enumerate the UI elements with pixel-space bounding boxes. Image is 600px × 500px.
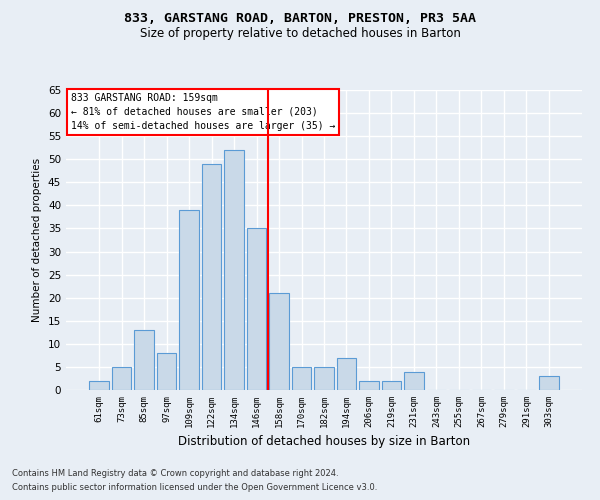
Bar — [539, 376, 559, 390]
Text: Contains public sector information licensed under the Open Government Licence v3: Contains public sector information licen… — [12, 484, 377, 492]
Bar — [314, 367, 334, 390]
X-axis label: Distribution of detached houses by size in Barton: Distribution of detached houses by size … — [178, 436, 470, 448]
Bar — [224, 150, 244, 390]
Text: Size of property relative to detached houses in Barton: Size of property relative to detached ho… — [140, 28, 460, 40]
Bar — [179, 210, 199, 390]
Bar — [202, 164, 221, 390]
Bar — [269, 293, 289, 390]
Y-axis label: Number of detached properties: Number of detached properties — [32, 158, 43, 322]
Bar — [112, 367, 131, 390]
Text: Contains HM Land Registry data © Crown copyright and database right 2024.: Contains HM Land Registry data © Crown c… — [12, 468, 338, 477]
Text: 833 GARSTANG ROAD: 159sqm
← 81% of detached houses are smaller (203)
14% of semi: 833 GARSTANG ROAD: 159sqm ← 81% of detac… — [71, 93, 335, 131]
Text: 833, GARSTANG ROAD, BARTON, PRESTON, PR3 5AA: 833, GARSTANG ROAD, BARTON, PRESTON, PR3… — [124, 12, 476, 26]
Bar — [89, 381, 109, 390]
Bar — [292, 367, 311, 390]
Bar — [404, 372, 424, 390]
Bar — [337, 358, 356, 390]
Bar — [247, 228, 266, 390]
Bar — [382, 381, 401, 390]
Bar — [134, 330, 154, 390]
Bar — [359, 381, 379, 390]
Bar — [157, 353, 176, 390]
